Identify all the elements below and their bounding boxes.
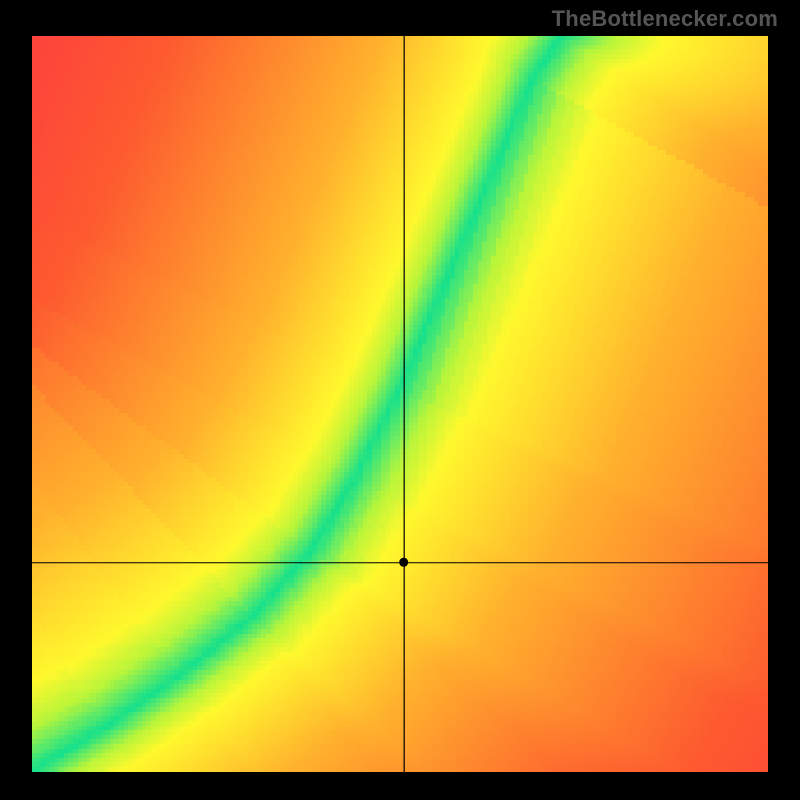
plot-area	[32, 36, 768, 772]
attribution-label: TheBottlenecker.com	[552, 6, 778, 32]
bottleneck-heatmap	[32, 36, 768, 772]
chart-container: TheBottlenecker.com	[0, 0, 800, 800]
